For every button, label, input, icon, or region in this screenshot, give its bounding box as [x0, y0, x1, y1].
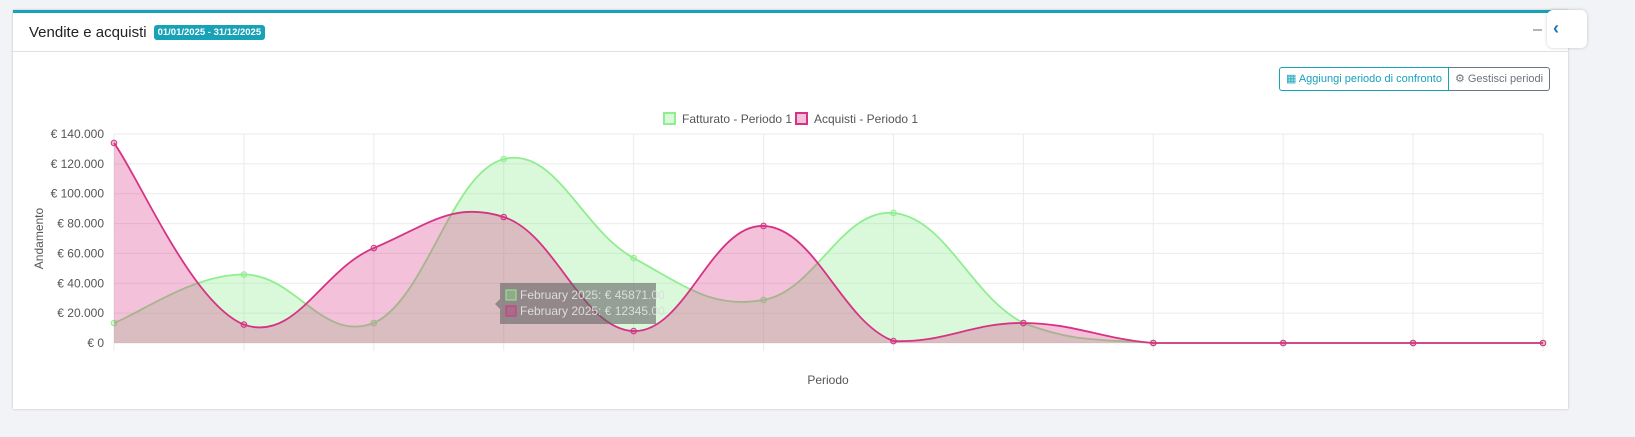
tooltip-swatch: [505, 305, 517, 317]
data-point: [630, 327, 637, 335]
legend-label: Acquisti - Periodo 1: [814, 112, 918, 126]
tooltip-box: [495, 283, 656, 324]
y-tick-label: € 140.000: [51, 127, 105, 141]
data-point: [370, 319, 378, 327]
data-point: [240, 271, 248, 278]
legend-label: Fatturato - Periodo 1: [682, 112, 792, 126]
y-axis-label: Andamento: [32, 207, 46, 269]
data-point: [1539, 339, 1547, 347]
data-point: [1149, 339, 1157, 347]
calendar-icon: ▦: [1286, 73, 1299, 85]
data-point: [760, 296, 767, 304]
legend-swatch: [795, 112, 808, 125]
data-point: [1020, 319, 1027, 327]
data-point: [630, 254, 637, 262]
tooltip-swatch: [505, 289, 517, 301]
y-tick-label: € 120.000: [51, 157, 105, 171]
data-point: [1279, 339, 1287, 347]
data-point: [890, 209, 897, 217]
minimize-button[interactable]: [1533, 29, 1542, 31]
data-point: [110, 139, 118, 147]
x-axis-label: Periodo: [807, 373, 849, 387]
y-tick-label: € 100.000: [51, 187, 105, 201]
tooltip-text: February 2025: € 45871.00: [520, 288, 665, 302]
gear-icon: ⚙: [1454, 73, 1468, 85]
sidebar-toggle-button[interactable]: ‹: [1547, 10, 1587, 48]
y-tick-label: € 0: [87, 336, 104, 350]
series-area-1: [114, 142, 1543, 343]
manage-periods-button[interactable]: ⚙ Gestisci periodi: [1448, 67, 1551, 91]
data-point: [370, 244, 378, 252]
manage-label: Gestisci periodi: [1467, 73, 1544, 85]
y-tick-label: € 60.000: [57, 246, 104, 260]
legend-swatch: [663, 112, 676, 125]
add-compare-label: Aggiungi periodo di confronto: [1298, 73, 1442, 85]
y-tick-label: € 80.000: [57, 217, 104, 231]
card-header: Vendite e acquisti 01/01/2025 - 31/12/20…: [13, 13, 1568, 52]
data-point: [1409, 339, 1417, 347]
data-point: [240, 321, 248, 328]
y-tick-label: € 40.000: [57, 276, 104, 290]
tooltip-text: February 2025: € 12345.00: [520, 304, 665, 318]
data-point: [500, 155, 508, 163]
series-area-0: [114, 157, 1543, 343]
y-tick-label: € 20.000: [57, 306, 104, 320]
series-line-1: [113, 142, 1543, 344]
add-compare-period-button[interactable]: ▦ Aggiungi periodo di confronto: [1279, 67, 1449, 91]
data-point: [500, 213, 508, 221]
data-point: [110, 319, 118, 327]
data-point: [890, 337, 897, 345]
card-title: Vendite e acquisti: [29, 23, 147, 41]
data-point: [760, 222, 767, 230]
date-range-badge: 01/01/2025 - 31/12/2025: [153, 24, 266, 40]
chevron-left-icon: ‹: [1553, 18, 1559, 38]
